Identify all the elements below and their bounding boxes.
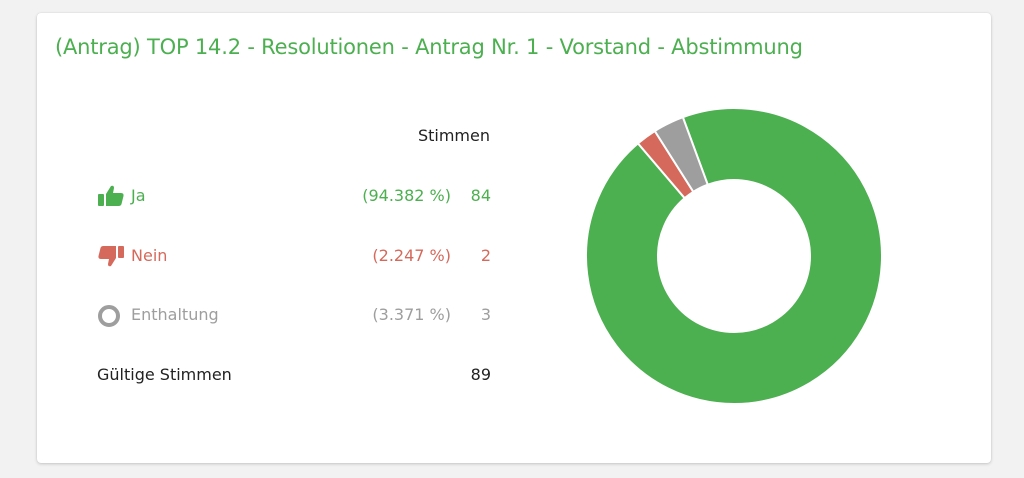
donut-slice-ja[interactable]	[585, 107, 883, 405]
option-count: 84	[470, 186, 491, 205]
option-label: Nein	[131, 246, 168, 265]
poll-title: (Antrag) TOP 14.2 - Resolutionen - Antra…	[55, 35, 803, 59]
donut-chart	[585, 107, 883, 405]
option-count: 3	[480, 305, 491, 324]
votes-column-header: Stimmen	[417, 126, 490, 145]
valid-votes-label: Gültige Stimmen	[97, 365, 232, 384]
option-label: Ja	[131, 186, 146, 205]
option-label: Enthaltung	[131, 305, 219, 324]
option-percent: (2.247 %)	[372, 246, 451, 265]
option-percent: (3.371 %)	[372, 305, 451, 324]
result-row-yes: Ja (94.382 %) 84	[97, 181, 491, 211]
option-percent: (94.382 %)	[362, 186, 451, 205]
thumbs-down-icon	[97, 244, 125, 268]
thumbs-up-icon	[97, 184, 125, 208]
result-row-no: Nein (2.247 %) 2	[97, 241, 491, 271]
result-row-abstain: Enthaltung (3.371 %) 3	[97, 300, 491, 330]
circle-icon	[97, 303, 125, 327]
result-row-valid-votes: Gültige Stimmen 89	[97, 360, 491, 390]
option-count: 2	[480, 246, 491, 265]
valid-votes-count: 89	[470, 365, 491, 384]
donut-slice-enthaltung[interactable]	[653, 115, 710, 194]
poll-result-card: (Antrag) TOP 14.2 - Resolutionen - Antra…	[37, 13, 991, 463]
